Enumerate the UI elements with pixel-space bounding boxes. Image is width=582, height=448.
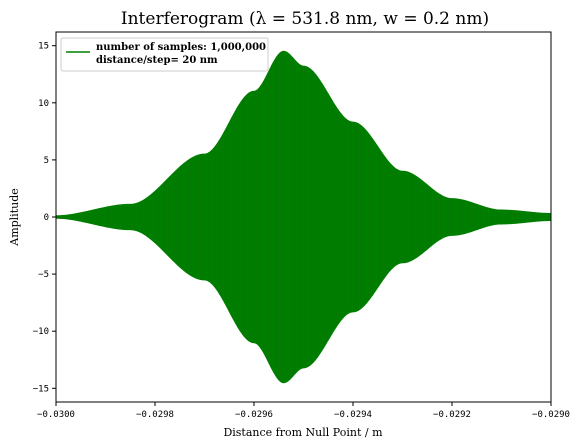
x-tick-label: −0.0292 [433,410,471,420]
y-tick-label: −15 [33,384,49,394]
y-tick-label: 0 [44,213,49,223]
x-tick-label: −0.0296 [235,410,273,420]
legend: number of samples: 1,000,000 distance/st… [60,37,269,72]
y-tick-label: 10 [38,99,49,109]
y-axis-label: Amplitude [8,188,21,247]
x-axis-label: Distance from Null Point / m [223,426,383,439]
y-tick-label: −5 [38,270,49,280]
x-tick-label: −0.0300 [37,410,75,420]
y-tick-label: 15 [38,42,49,52]
legend-label-line2: distance/step= 20 nm [96,55,218,66]
y-tick-label: −10 [33,327,49,337]
y-tick-label: 5 [44,156,49,166]
x-tick-label: −0.0290 [532,410,570,420]
chart-title: Interferogram (λ = 531.8 nm, w = 0.2 nm) [121,9,489,29]
plot-data [56,50,551,384]
signal-envelope [56,50,551,384]
x-tick-label: −0.0298 [136,410,174,420]
signal-oscillation [56,51,551,383]
legend-label-line1: number of samples: 1,000,000 [96,42,266,53]
x-axis-ticks: −0.0300 −0.0298 −0.0296 −0.0294 −0.0292 −0.02… [37,402,570,420]
legend-box [60,37,269,72]
x-tick-label: −0.0294 [334,410,372,420]
y-axis-ticks: −15 −10 −5 0 5 10 15 [33,42,56,394]
